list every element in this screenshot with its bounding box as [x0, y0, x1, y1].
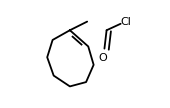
- Text: Cl: Cl: [121, 17, 132, 27]
- Text: O: O: [98, 53, 107, 63]
